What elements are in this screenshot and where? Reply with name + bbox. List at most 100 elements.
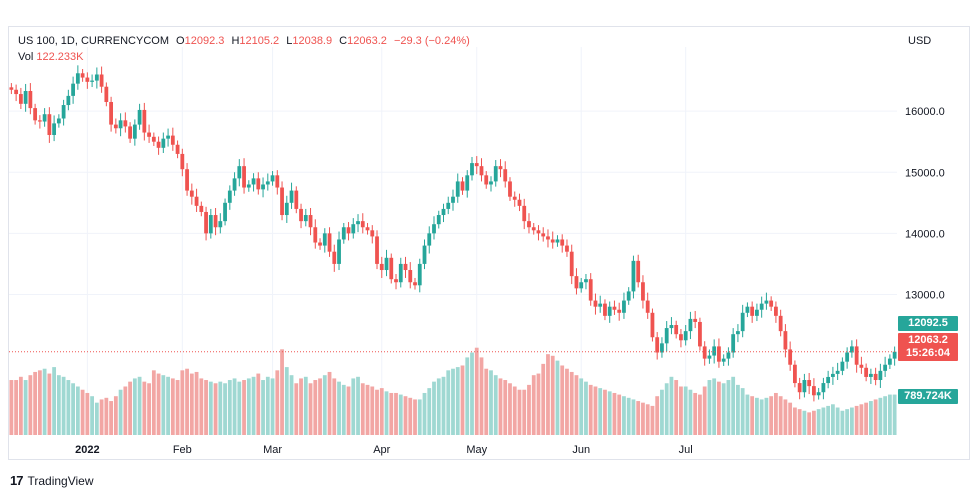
volume-bar <box>189 373 194 435</box>
candle-body <box>679 334 683 341</box>
candle-body <box>47 114 52 135</box>
candle-body <box>565 245 569 252</box>
candle-body <box>52 123 57 135</box>
volume-bar <box>702 386 707 435</box>
candle-body <box>788 349 793 365</box>
chart-canvas[interactable]: 13000.0 14000.0 15000.0 16000.0 2022 Feb Mar Ap… <box>9 27 969 459</box>
candle-body <box>517 199 522 206</box>
volume-bar <box>807 412 812 435</box>
change-value: −29.3 (−0.24%) <box>393 35 470 47</box>
volume-bar <box>142 381 147 435</box>
candle-body <box>256 178 261 190</box>
candle-body <box>883 364 888 371</box>
volume-bar <box>536 373 541 435</box>
volume-bar <box>830 404 835 435</box>
candle-body <box>132 124 137 139</box>
volume-bar <box>318 378 322 435</box>
volume-bar <box>14 380 19 435</box>
volume-bar <box>617 394 622 435</box>
candle-body <box>432 224 436 234</box>
candle-body <box>474 163 479 167</box>
candle-body <box>702 346 707 359</box>
volume-tag: 789.724K <box>898 389 958 404</box>
volume-bar <box>660 389 664 435</box>
volume-bar <box>360 383 365 435</box>
volume-bar <box>303 376 308 435</box>
volume-bar <box>156 373 161 435</box>
candle-body <box>389 257 394 280</box>
volume-bar <box>892 394 897 435</box>
candle-body <box>18 94 23 104</box>
candle-body <box>455 181 460 197</box>
candle-body <box>512 196 517 200</box>
tradingview-footer[interactable]: 17 TradingView <box>10 473 94 488</box>
candle-body <box>645 300 650 313</box>
candle-body <box>185 169 189 191</box>
volume-label[interactable]: Vol <box>18 51 34 63</box>
volume-bar <box>28 375 33 435</box>
candle-body <box>683 331 688 341</box>
candle-body <box>641 282 645 301</box>
volume-bar <box>508 383 512 435</box>
candle-body <box>284 202 289 216</box>
candle-body <box>636 260 641 283</box>
y-tick-label: 14000.0 <box>905 228 945 240</box>
candle-body <box>237 166 242 179</box>
currency-label[interactable]: USD <box>908 35 932 47</box>
volume-bar <box>375 389 379 435</box>
candle-body <box>251 178 256 185</box>
volume-bar <box>740 388 745 435</box>
candle-body <box>731 334 736 353</box>
volume-bar <box>147 383 151 435</box>
candle-body <box>90 80 95 82</box>
volume-bar <box>218 381 223 435</box>
volume-bar <box>470 352 474 435</box>
volume-bar <box>356 376 360 435</box>
volume-bar <box>394 392 398 435</box>
candle-body <box>327 233 332 252</box>
volume-bar <box>479 357 484 435</box>
candle-body <box>493 166 498 182</box>
candle-body <box>736 331 740 335</box>
volume-bar <box>679 386 683 435</box>
volume-bar <box>246 378 251 435</box>
candle-body <box>750 306 755 316</box>
candle-body <box>208 215 213 234</box>
candle-body <box>593 300 598 307</box>
candle-body <box>341 227 346 240</box>
symbol-label[interactable]: US 100, 1D, CURRENCYCOM <box>18 35 169 47</box>
volume-bar <box>460 365 465 435</box>
volume-bar <box>261 380 265 435</box>
candle-body <box>289 190 294 203</box>
candle-body <box>830 373 835 377</box>
candle-body <box>868 373 873 377</box>
volume-bar <box>555 360 560 435</box>
candle-body <box>774 306 778 316</box>
volume-bar <box>826 405 831 435</box>
candle-body <box>365 227 370 231</box>
prev-close-tag: 12092.5 <box>898 316 958 331</box>
volume-bar <box>783 399 788 435</box>
volume-bar <box>408 397 413 435</box>
x-tick-label: Feb <box>173 444 192 456</box>
y-tick-label: 15000.0 <box>905 167 945 179</box>
volume-bar <box>432 381 436 435</box>
volume-bar <box>417 399 422 435</box>
volume-bar <box>194 371 199 435</box>
volume-bar <box>868 401 873 435</box>
candle-body <box>797 383 802 393</box>
volume-bar <box>223 383 227 435</box>
volume-bar <box>883 396 888 435</box>
volume-bar <box>237 381 242 435</box>
candle-body <box>631 260 636 292</box>
volume-bar <box>75 386 80 435</box>
x-tick-label: Jul <box>679 444 693 456</box>
volume-bar <box>465 357 470 435</box>
volume-bar <box>56 375 61 435</box>
candle-body <box>275 175 280 188</box>
volume-bar <box>204 380 208 435</box>
candle-body <box>375 236 379 264</box>
volume-bar <box>522 389 527 435</box>
candle-body <box>313 227 318 243</box>
high-value: 12105.2 <box>239 35 280 47</box>
